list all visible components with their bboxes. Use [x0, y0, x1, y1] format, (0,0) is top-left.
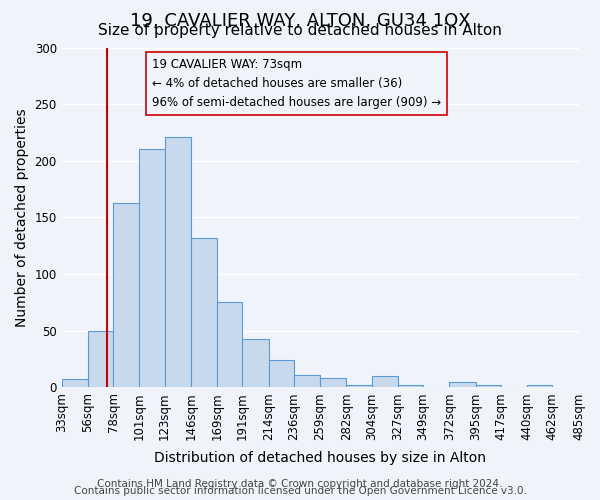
Bar — [294, 375, 320, 388]
Bar — [527, 385, 552, 388]
Y-axis label: Number of detached properties: Number of detached properties — [15, 108, 29, 327]
Text: 19, CAVALIER WAY, ALTON, GU34 1QX: 19, CAVALIER WAY, ALTON, GU34 1QX — [130, 12, 470, 30]
Bar — [398, 385, 423, 388]
Bar — [242, 338, 269, 388]
X-axis label: Distribution of detached houses by size in Alton: Distribution of detached houses by size … — [154, 451, 486, 465]
Bar — [449, 382, 476, 388]
Bar — [476, 385, 501, 388]
Text: Size of property relative to detached houses in Alton: Size of property relative to detached ho… — [98, 22, 502, 38]
Bar — [320, 378, 346, 388]
Bar — [88, 331, 113, 388]
Bar — [191, 238, 217, 388]
Text: Contains public sector information licensed under the Open Government Licence v3: Contains public sector information licen… — [74, 486, 526, 496]
Bar — [139, 150, 164, 388]
Bar — [346, 385, 371, 388]
Bar — [217, 302, 242, 388]
Text: 19 CAVALIER WAY: 73sqm
← 4% of detached houses are smaller (36)
96% of semi-deta: 19 CAVALIER WAY: 73sqm ← 4% of detached … — [152, 58, 441, 108]
Bar — [113, 202, 139, 388]
Bar — [164, 137, 191, 388]
Bar — [371, 376, 398, 388]
Bar — [62, 380, 88, 388]
Bar — [269, 360, 294, 388]
Text: Contains HM Land Registry data © Crown copyright and database right 2024.: Contains HM Land Registry data © Crown c… — [97, 479, 503, 489]
